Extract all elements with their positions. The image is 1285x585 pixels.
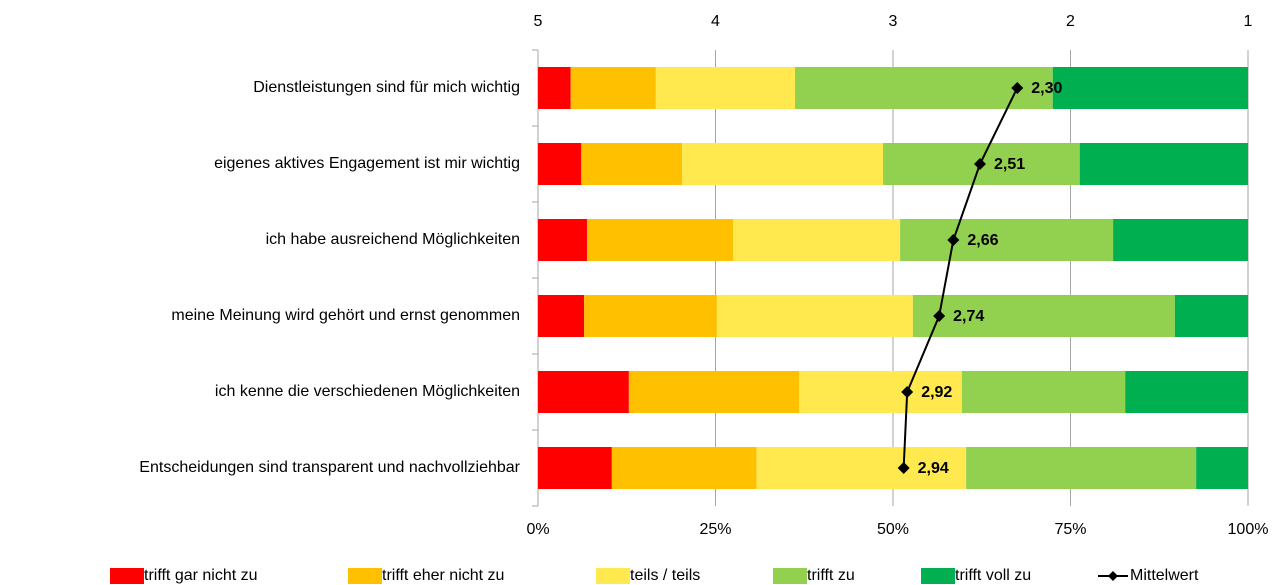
legend-label: Mittelwert bbox=[1130, 567, 1199, 584]
bar-segment bbox=[1052, 67, 1248, 109]
x-tick-label: 50% bbox=[877, 521, 909, 538]
y-tick-label: Entscheidungen sind transparent und nach… bbox=[139, 459, 520, 476]
mean-marker bbox=[897, 462, 910, 474]
bar-segment bbox=[961, 371, 1126, 413]
x2-tick-label: 5 bbox=[534, 13, 543, 30]
bar-segment bbox=[1174, 295, 1248, 337]
legend-swatch bbox=[110, 568, 144, 584]
x2-tick-label: 2 bbox=[1066, 13, 1075, 30]
legend-swatch bbox=[773, 568, 807, 584]
bar-segment bbox=[538, 295, 585, 337]
mean-marker bbox=[1011, 82, 1024, 94]
bar-segment bbox=[900, 219, 1114, 261]
bar-segment bbox=[912, 295, 1175, 337]
y-tick-label: meine Meinung wird gehört und ernst geno… bbox=[171, 307, 520, 324]
bar-segment bbox=[581, 143, 683, 185]
bar-segment bbox=[538, 219, 587, 261]
bar-segment bbox=[611, 447, 757, 489]
legend-label: trifft eher nicht zu bbox=[382, 567, 504, 584]
x-tick-label: 100% bbox=[1228, 521, 1269, 538]
bar-segment bbox=[538, 143, 582, 185]
bar-segment bbox=[538, 371, 629, 413]
legend-label: trifft zu bbox=[807, 567, 855, 584]
bar-segment bbox=[682, 143, 884, 185]
x2-tick-label: 3 bbox=[889, 13, 898, 30]
mean-label: 2,74 bbox=[953, 308, 984, 325]
bar-segment bbox=[1113, 219, 1248, 261]
bar-segment bbox=[570, 67, 656, 109]
bar-segment bbox=[733, 219, 901, 261]
mean-label: 2,51 bbox=[994, 156, 1025, 173]
bar-segment bbox=[538, 447, 612, 489]
bar-segment bbox=[756, 447, 967, 489]
bar-segment bbox=[655, 67, 796, 109]
x-tick-label: 0% bbox=[526, 521, 549, 538]
mean-label: 2,92 bbox=[921, 384, 952, 401]
x2-tick-label: 1 bbox=[1244, 13, 1253, 30]
bar-segment bbox=[1125, 371, 1248, 413]
x-tick-label: 75% bbox=[1054, 521, 1086, 538]
mean-marker bbox=[947, 234, 960, 246]
bar-segment bbox=[716, 295, 913, 337]
bar-segment bbox=[538, 67, 571, 109]
mean-marker bbox=[901, 386, 914, 398]
y-tick-label: eigenes aktives Engagement ist mir wicht… bbox=[214, 155, 520, 172]
legend-label: trifft voll zu bbox=[955, 567, 1031, 584]
x-tick-label: 25% bbox=[699, 521, 731, 538]
y-tick-label: ich habe ausreichend Möglichkeiten bbox=[266, 231, 520, 248]
mean-label: 2,94 bbox=[918, 460, 949, 477]
mean-marker bbox=[933, 310, 946, 322]
x2-tick-label: 4 bbox=[711, 13, 720, 30]
bar-segment bbox=[584, 295, 717, 337]
legend-label: teils / teils bbox=[630, 567, 700, 584]
mean-marker bbox=[973, 158, 986, 170]
mean-line bbox=[902, 87, 1019, 469]
bar-segment bbox=[1079, 143, 1248, 185]
bar-segment bbox=[586, 219, 734, 261]
legend-swatch bbox=[348, 568, 382, 584]
y-tick-label: Dienstleistungen sind für mich wichtig bbox=[253, 79, 520, 96]
bar-segment bbox=[628, 371, 800, 413]
legend-marker bbox=[1108, 571, 1118, 581]
legend-swatch bbox=[596, 568, 630, 584]
mean-label: 2,66 bbox=[967, 232, 998, 249]
bar-segment bbox=[966, 447, 1197, 489]
legend-label: trifft gar nicht zu bbox=[144, 567, 258, 584]
bar-segment bbox=[1196, 447, 1248, 489]
legend-swatch bbox=[921, 568, 955, 584]
bar-segment bbox=[799, 371, 962, 413]
y-tick-label: ich kenne die verschiedenen Möglichkeite… bbox=[215, 383, 520, 400]
mean-label: 2,30 bbox=[1031, 80, 1062, 97]
